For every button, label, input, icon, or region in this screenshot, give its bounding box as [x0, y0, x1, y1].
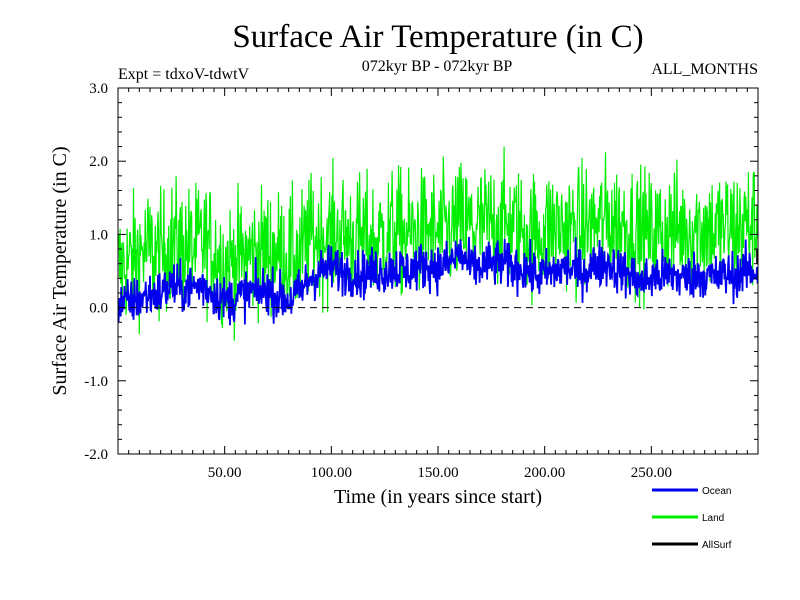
x-axis-label: Time (in years since start) [334, 486, 542, 508]
x-tick-label: 200.00 [524, 465, 565, 481]
y-tick-label: 0.0 [89, 301, 108, 317]
legend-label-allsurf: AllSurf [702, 540, 732, 551]
x-tick-label: 50.00 [208, 465, 242, 481]
chart-title: Surface Air Temperature (in C) [232, 19, 643, 55]
y-tick-label: -2.0 [84, 447, 108, 463]
legend: Ocean Land AllSurf [652, 486, 732, 551]
y-axis-label: Surface Air Temperature (in C) [49, 146, 71, 395]
legend-label-ocean: Ocean [702, 486, 731, 497]
legend-label-land: Land [702, 513, 724, 524]
x-tick-label: 100.00 [311, 465, 352, 481]
y-tick-label: 2.0 [89, 154, 108, 170]
x-tick-label: 150.00 [417, 465, 458, 481]
y-tick-label: -1.0 [84, 374, 108, 390]
y-tick-label: 3.0 [89, 81, 108, 97]
experiment-label: Expt = tdxoV-tdwtV [118, 66, 250, 83]
y-axis-ticks: -2.0 -1.0 0.0 1.0 2.0 3.0 [84, 81, 758, 463]
y-tick-label: 1.0 [89, 227, 108, 243]
x-tick-label: 250.00 [631, 465, 672, 481]
months-label: ALL_MONTHS [651, 61, 758, 78]
x-axis-ticks: 50.00 100.00 150.00 200.00 250.00 [128, 88, 748, 481]
period-label: 072kyr BP - 072kyr BP [362, 58, 513, 75]
series-layer [118, 146, 758, 341]
series-ocean-line [118, 236, 758, 326]
